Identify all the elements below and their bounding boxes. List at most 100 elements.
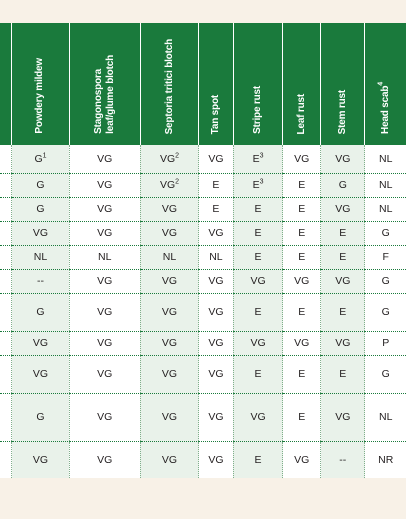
disease-ratings-table: Powdery mildew Stagonospora leaf/glume b… <box>0 23 406 478</box>
rating-cell: VG <box>68 331 141 356</box>
rating-value: NL <box>378 152 393 165</box>
rating-value: VG <box>32 337 49 349</box>
rating-value: G <box>36 411 45 423</box>
rating-cell: E <box>282 355 321 394</box>
rating-value: VG <box>97 368 113 380</box>
header-label: Powdery mildew <box>34 58 46 134</box>
rating-value: E <box>339 227 347 239</box>
rating-cell: NL <box>364 173 406 198</box>
header-label: Head scab4 <box>377 74 392 140</box>
rating-cell: VG <box>68 173 141 198</box>
header-label: Septoria tritici blotch <box>163 38 175 134</box>
rating-value: VG <box>208 368 224 380</box>
rating-value: E <box>298 368 306 380</box>
rating-value: VG <box>335 337 351 349</box>
rating-cell: NR <box>364 441 406 478</box>
rating-value: VG <box>159 152 176 165</box>
rating-value: VG <box>32 368 49 380</box>
table-row: G VG VG VG VG E VG NL <box>0 393 406 442</box>
rating-value: E <box>298 251 306 263</box>
rating-cell: VG <box>320 145 365 174</box>
row-lead-cell <box>0 441 12 478</box>
rating-value: E <box>298 411 306 423</box>
rating-value: NL <box>378 411 393 423</box>
rating-value: G <box>338 179 347 191</box>
rating-cell: E3 <box>232 173 283 198</box>
rating-cell: VG <box>68 145 141 174</box>
rating-value: VG <box>161 411 178 423</box>
rating-cell: E <box>282 197 321 222</box>
rating-value: VG <box>294 275 310 287</box>
rating-cell: VG <box>320 197 365 222</box>
rating-cell: E <box>198 173 234 198</box>
rating-cell: G1 <box>11 145 70 174</box>
rating-value: VG <box>97 152 113 165</box>
header-leaf-rust: Leaf rust <box>282 23 321 145</box>
rating-value: VG <box>335 203 351 215</box>
rating-cell: VG <box>282 441 321 478</box>
rating-value: VG <box>97 337 113 349</box>
rating-value: VG <box>208 337 224 349</box>
rating-value: VG <box>97 306 113 318</box>
rating-cell: G <box>11 173 70 198</box>
rating-cell: VG <box>68 197 141 222</box>
rating-cell: E <box>282 393 321 442</box>
header-label: Leaf rust <box>295 93 307 134</box>
rating-cell: E <box>282 173 321 198</box>
rating-value: VG <box>208 453 224 466</box>
rating-cell: E <box>232 441 283 478</box>
rating-value: VG <box>208 275 224 287</box>
rating-cell: NL <box>364 145 406 174</box>
rating-value: G <box>381 227 390 239</box>
rating-cell: VG <box>68 441 141 478</box>
rating-cell: VG <box>198 441 234 478</box>
rating-cell: VG <box>139 197 199 222</box>
rating-value: VG <box>161 227 178 239</box>
rating-value: VG <box>294 453 310 466</box>
rating-cell: NL <box>364 393 406 442</box>
rating-cell: VG <box>232 331 283 356</box>
rating-cell: G <box>11 197 70 222</box>
rating-value: E <box>339 306 347 318</box>
rating-cell: VG <box>139 355 199 394</box>
rating-cell: -- <box>11 269 70 294</box>
top-band <box>0 0 406 23</box>
rating-cell: VG <box>198 221 234 246</box>
rating-value: VG <box>294 337 310 349</box>
rating-value: VG <box>208 152 224 165</box>
rating-value: P <box>382 337 390 349</box>
rating-cell: E <box>282 245 321 270</box>
rating-value: NL <box>33 251 48 263</box>
rating-value: VG <box>161 368 178 380</box>
footnote-marker: 4 <box>377 82 385 86</box>
rating-cell: VG <box>68 293 141 332</box>
rating-value: VG <box>97 203 113 215</box>
rating-cell: NL <box>68 245 141 270</box>
rating-cell: E <box>320 293 365 332</box>
rating-value: G <box>381 306 390 318</box>
rating-value: VG <box>161 275 178 287</box>
table-row: G1 VG VG2 VG E3 VG VG NL <box>0 145 406 174</box>
rating-cell: VG <box>68 221 141 246</box>
rating-value: VG <box>208 306 224 318</box>
rating-value: E <box>339 368 347 380</box>
header-label: Stem rust <box>336 89 348 134</box>
rating-cell: -- <box>320 441 365 478</box>
table-row: -- VG VG VG VG VG VG G <box>0 269 406 294</box>
rating-value: E <box>298 203 306 215</box>
rating-cell: VG <box>198 293 234 332</box>
rating-cell: VG <box>320 269 365 294</box>
rating-value: NL <box>209 251 223 263</box>
rating-cell: P <box>364 331 406 356</box>
footnote-marker: 2 <box>175 178 180 186</box>
rating-value: NL <box>378 179 393 191</box>
rating-value: VG <box>159 179 176 191</box>
rating-value: VG <box>335 411 351 423</box>
rating-cell: VG <box>198 393 234 442</box>
header-powdery-mildew: Powdery mildew <box>11 23 70 145</box>
header-label: Stripe rust <box>252 86 264 134</box>
footnote-marker: 1 <box>42 152 47 160</box>
rating-value: E <box>254 306 262 318</box>
rating-value: E <box>254 227 262 239</box>
row-lead-cell <box>0 393 12 442</box>
